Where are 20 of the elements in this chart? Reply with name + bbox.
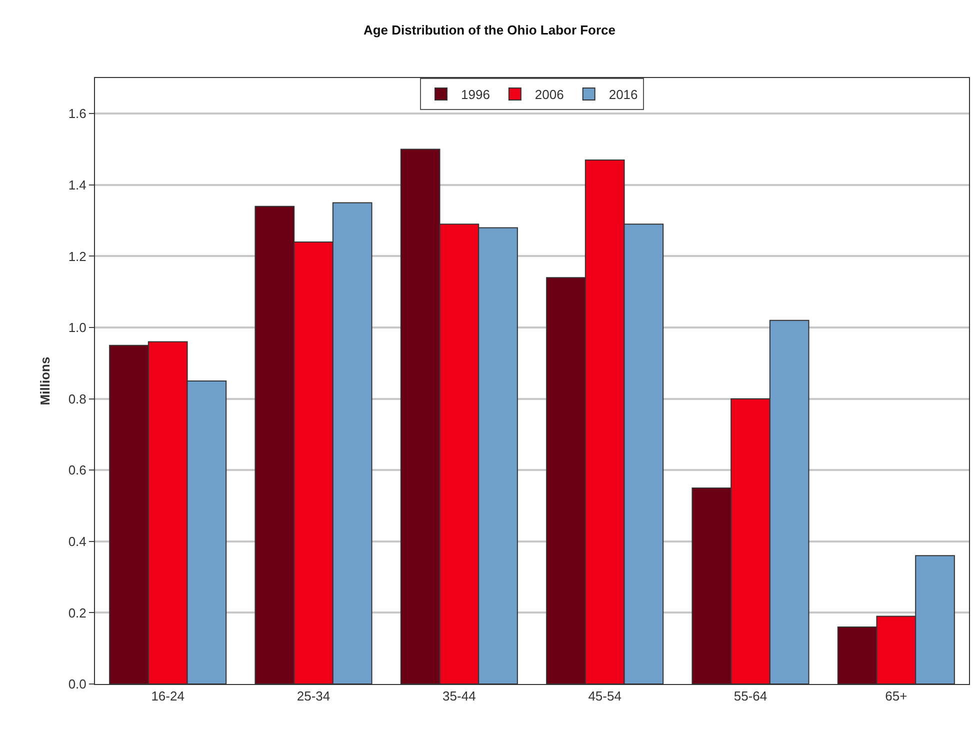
x-tick-label: 55-64 (734, 688, 768, 704)
chart-title: Age Distribution of the Ohio Labor Force (363, 22, 616, 38)
x-tick-label: 25-34 (296, 688, 330, 704)
legend-label: 2016 (608, 87, 638, 102)
x-tick-label: 45-54 (588, 688, 622, 704)
y-tick-label: 0.4 (68, 534, 86, 549)
x-tick-label: 16-24 (151, 688, 184, 704)
x-tick-label: 35-44 (442, 688, 476, 704)
y-tick-label: 1.0 (68, 320, 86, 336)
y-tick-label: 1.6 (68, 106, 86, 122)
y-tick-label: 0.2 (68, 605, 86, 620)
y-tick-label: 1.4 (68, 177, 86, 192)
y-tick-label: 0.0 (68, 676, 86, 692)
y-tick-label: 1.2 (68, 248, 86, 264)
legend-label: 1996 (461, 87, 490, 102)
y-axis-title: Millions (37, 356, 52, 406)
legend-label: 2006 (534, 87, 564, 102)
y-tick-label: 0.6 (68, 462, 86, 478)
y-tick-label: 0.8 (68, 391, 86, 406)
x-tick-label: 65+ (885, 688, 908, 704)
